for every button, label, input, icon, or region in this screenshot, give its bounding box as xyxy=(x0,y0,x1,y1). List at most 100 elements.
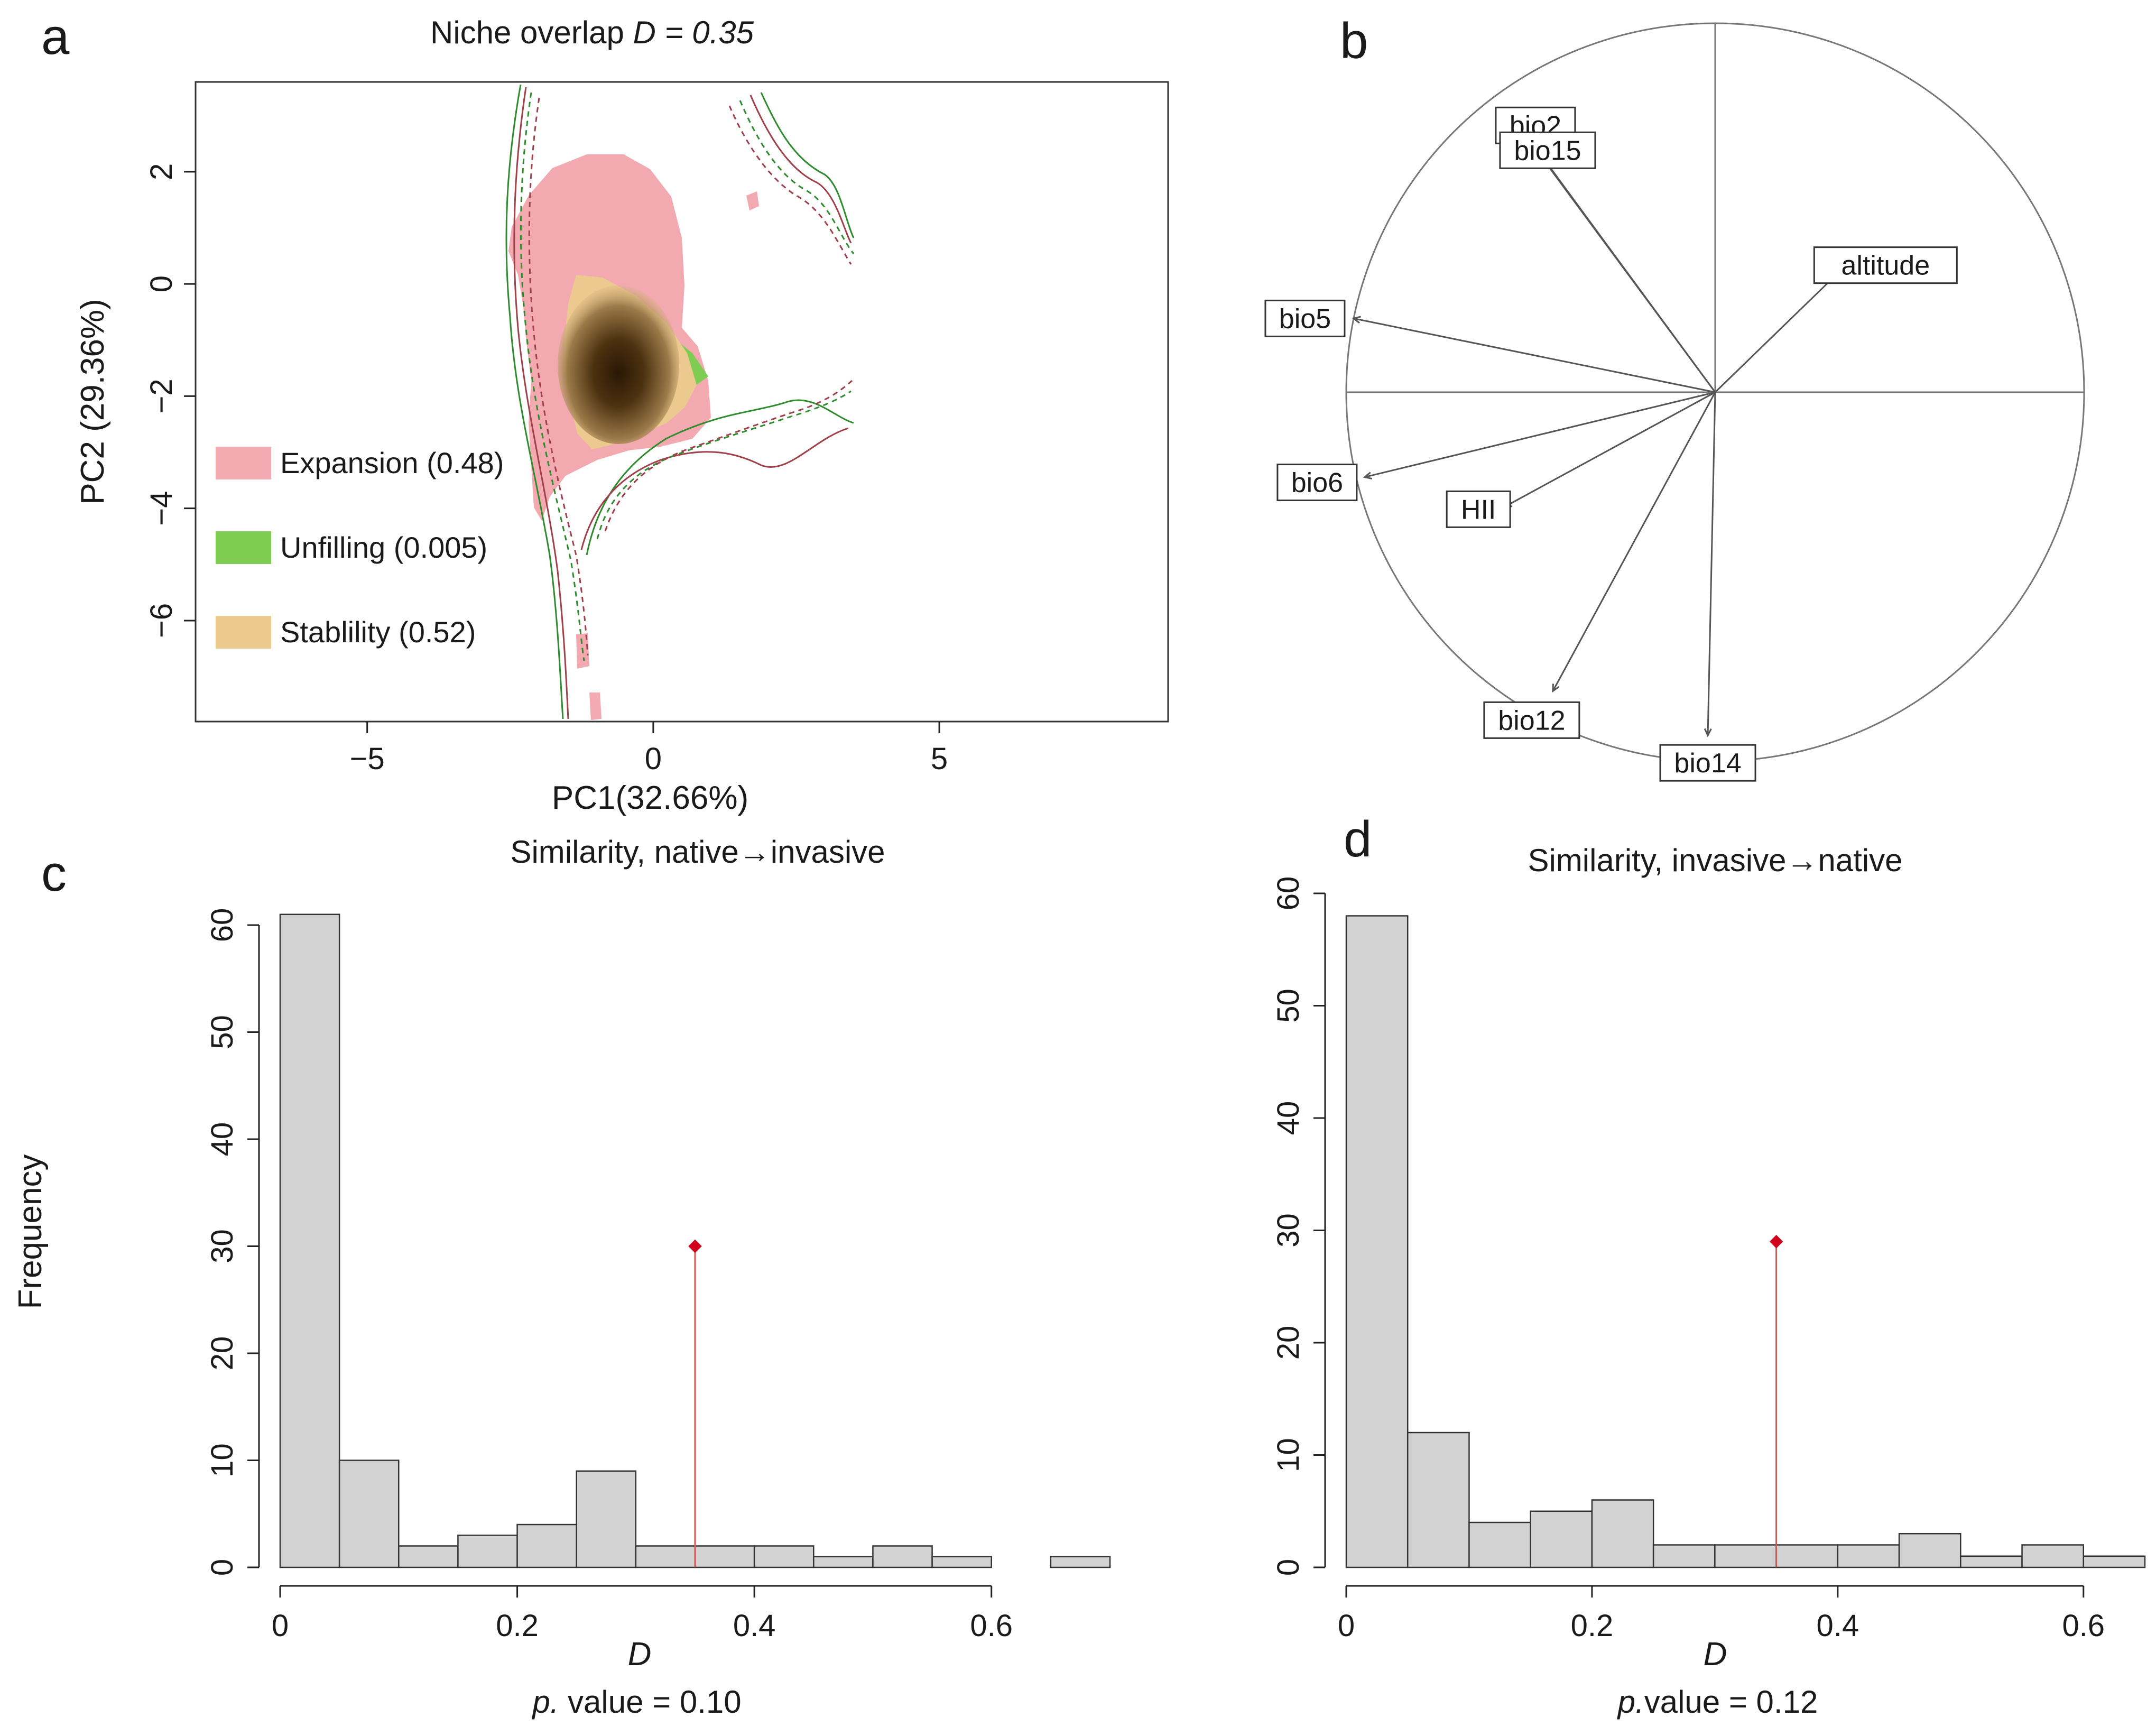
x-tick-label: 0.4 xyxy=(1817,1609,1859,1643)
invasive-contour xyxy=(580,427,849,550)
y-tick-label: 20 xyxy=(205,1336,239,1371)
arrow-bio6 xyxy=(1364,391,1716,478)
panel-c-observed xyxy=(688,1239,702,1567)
panel-a-niche-overlap: a Niche overlap D = 0.35 xyxy=(41,8,1169,816)
y-tick-label: 30 xyxy=(205,1229,239,1263)
histogram-bar xyxy=(1960,1555,2023,1568)
native-contour xyxy=(760,92,855,238)
panel-d-title: Similarity, invasive→native xyxy=(1528,843,1902,878)
legend-swatch-stability xyxy=(216,616,271,649)
histogram-bar xyxy=(338,1460,400,1568)
histogram-bar xyxy=(516,1523,577,1568)
arrow-bio12 xyxy=(1552,392,1716,692)
label-box-bio6 xyxy=(1276,464,1358,502)
y-tick-label: 0 xyxy=(205,1559,239,1576)
observed-point xyxy=(1769,1235,1783,1249)
panel-d-letter: d xyxy=(1344,811,1372,867)
label-box-bio12 xyxy=(1483,701,1580,739)
label-box-bio14 xyxy=(1659,744,1756,782)
y-tick-label: 40 xyxy=(1271,1101,1306,1135)
x-tick-label: −5 xyxy=(350,742,385,776)
histogram-bar xyxy=(279,913,340,1568)
histogram-bar xyxy=(872,1545,933,1568)
x-tick-label: 0.2 xyxy=(1571,1609,1614,1643)
invasive-contour-dashed xyxy=(528,97,589,656)
panel-c-x-label: D xyxy=(628,1636,652,1673)
arrow-HII xyxy=(1504,391,1716,507)
panel-a-letter: a xyxy=(41,8,70,65)
arrowhead-bio12 xyxy=(1552,684,1560,693)
x-tick-label: 0 xyxy=(1338,1609,1355,1643)
arrowhead-bio14 xyxy=(1704,728,1712,737)
panel-c-y-label: Frequency xyxy=(12,1155,49,1309)
label-bio14: bio14 xyxy=(1674,748,1741,779)
label-box-HII xyxy=(1446,490,1511,528)
panel-d-x-label: D xyxy=(1704,1636,1727,1673)
histogram-bar xyxy=(1407,1432,1470,1568)
expansion-patch xyxy=(746,191,759,210)
legend-label-stability: Stablility (0.52) xyxy=(280,615,476,649)
y-tick-label: 0 xyxy=(1271,1559,1306,1576)
label-box-bio5 xyxy=(1264,299,1346,337)
histogram-bar xyxy=(1050,1556,1111,1568)
label-bio12: bio12 xyxy=(1498,705,1565,736)
label-bio15: bio15 xyxy=(1514,135,1581,166)
histogram-bar xyxy=(1468,1521,1531,1568)
arrow-bio14 xyxy=(1707,392,1716,736)
y-tick-label: 60 xyxy=(205,908,239,943)
histogram-bar xyxy=(2021,1544,2085,1568)
histogram-bar xyxy=(1775,1544,1839,1568)
histogram-bar xyxy=(1837,1544,1900,1568)
histogram-bar xyxy=(931,1556,992,1568)
panel-d-pvalue: p.value = 0.12 xyxy=(1617,1684,1818,1720)
niche-contours xyxy=(505,84,855,719)
invasive-contour xyxy=(749,95,852,244)
panel-c-pvalue: p. value = 0.10 xyxy=(531,1684,741,1720)
histogram-bar xyxy=(1345,915,1409,1568)
histogram-bar xyxy=(1714,1544,1777,1568)
panel-c-histogram: c Similarity, native→invasive 0 0.2 0.4 0.6… xyxy=(12,834,1111,1720)
native-contour-dashed xyxy=(596,390,852,540)
x-tick-label: 0.6 xyxy=(970,1609,1013,1643)
y-tick-label: 60 xyxy=(1271,876,1306,911)
label-box-bio15 xyxy=(1499,131,1596,169)
histogram-bar xyxy=(1652,1544,1716,1568)
panel-c-x-axis: 0 0.2 0.4 0.6 xyxy=(272,1585,1013,1643)
panel-a-x-axis: −5 0 5 xyxy=(350,722,948,776)
legend-swatch-unfilling xyxy=(216,531,271,564)
histogram-bar xyxy=(635,1545,696,1568)
panel-a-title: Niche overlap D = 0.35 xyxy=(430,15,754,50)
observed-point xyxy=(688,1239,702,1253)
label-altitude: altitude xyxy=(1841,251,1930,281)
panel-d-observed xyxy=(1769,1235,1783,1567)
histogram-bar xyxy=(1530,1510,1593,1568)
y-tick-label: 40 xyxy=(205,1122,239,1157)
panel-d-x-axis: 0 0.2 0.4 0.6 xyxy=(1338,1585,2105,1643)
legend-label-expansion: Expansion (0.48) xyxy=(280,446,504,479)
native-contour xyxy=(505,84,564,719)
x-tick-label: 0.2 xyxy=(496,1609,539,1643)
y-tick-label: 0 xyxy=(144,275,179,292)
niche-areas xyxy=(508,154,759,720)
arrowhead-bio6 xyxy=(1363,472,1372,479)
legend-swatch-expansion xyxy=(216,447,271,479)
panel-d-y-axis: 0 10 20 30 40 50 60 xyxy=(1271,876,1326,1576)
y-tick-label: 50 xyxy=(205,1015,239,1049)
panel-c-letter: c xyxy=(41,845,67,902)
panel-a-x-label: PC1(32.66%) xyxy=(552,780,748,816)
histogram-bar xyxy=(1591,1499,1654,1568)
y-tick-label: 10 xyxy=(205,1443,239,1478)
arrowhead-bio5 xyxy=(1352,316,1361,324)
arrow-bio15 xyxy=(1537,152,1716,393)
native-contour-dashed xyxy=(520,92,585,661)
y-tick-label: 20 xyxy=(1271,1326,1306,1360)
panel-d-histogram: d Similarity, invasive→native 0 0.2 0.4 0.6… xyxy=(1271,811,2146,1720)
panel-a-plot-frame xyxy=(195,81,1169,723)
label-box-altitude xyxy=(1813,246,1958,284)
histogram-bar xyxy=(1898,1533,1961,1568)
x-tick-label: 5 xyxy=(931,742,948,776)
arrow-bio5 xyxy=(1353,317,1716,393)
histogram-bar xyxy=(576,1470,637,1568)
